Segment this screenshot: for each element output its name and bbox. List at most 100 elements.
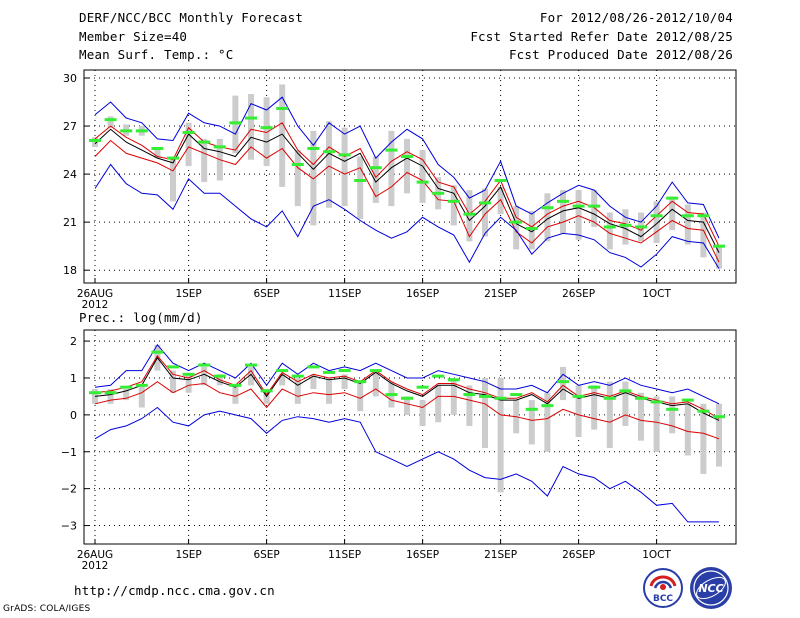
median-marker xyxy=(307,365,320,369)
y-tick-label: 1 xyxy=(70,372,77,385)
median-marker xyxy=(167,365,179,369)
x-tick-label: 1SEP xyxy=(175,549,201,561)
median-marker xyxy=(229,121,242,125)
median-marker xyxy=(135,129,148,133)
spread-box xyxy=(248,366,254,386)
x-tick-label: 11SEP xyxy=(328,288,361,300)
spread-box xyxy=(154,148,161,159)
spread-box xyxy=(591,190,598,227)
median-marker xyxy=(635,225,647,229)
median-marker xyxy=(572,204,585,208)
spread-box xyxy=(232,95,239,154)
spread-box xyxy=(92,137,98,147)
median-marker xyxy=(697,214,710,218)
y-tick-label: 21 xyxy=(63,216,77,229)
median-marker xyxy=(104,118,117,122)
median-marker xyxy=(713,415,725,419)
spread-box xyxy=(357,156,364,219)
bcc-logo: BCC xyxy=(643,568,683,608)
median-marker xyxy=(198,140,211,144)
median-marker xyxy=(276,369,289,373)
spread-box xyxy=(170,159,176,202)
spread-box xyxy=(372,156,379,203)
median-marker xyxy=(401,154,413,158)
spread-box xyxy=(357,381,364,412)
spread-box xyxy=(185,122,192,167)
median-marker xyxy=(260,126,273,130)
spread-box xyxy=(107,116,114,128)
series-line-lower xyxy=(94,381,720,440)
spread-box xyxy=(684,204,691,245)
median-marker xyxy=(401,396,413,400)
y-tick-label: 24 xyxy=(63,168,77,181)
spread-box xyxy=(482,377,488,449)
temperature-title: Mean Surf. Temp.: °C xyxy=(79,47,234,62)
median-marker xyxy=(510,220,523,224)
median-marker xyxy=(151,350,164,354)
median-marker xyxy=(557,380,569,384)
source-url[interactable]: http://cmdp.ncc.cma.gov.cn xyxy=(74,583,275,598)
median-marker xyxy=(198,363,211,367)
spread-box xyxy=(528,400,535,445)
median-marker xyxy=(229,383,242,387)
median-marker xyxy=(463,393,476,397)
spread-box xyxy=(341,374,348,390)
median-marker xyxy=(276,106,289,110)
y-tick-label: −3 xyxy=(61,520,77,533)
median-marker xyxy=(713,244,725,248)
median-marker xyxy=(385,148,398,152)
median-marker xyxy=(120,385,133,389)
x-tick-label: 21SEP xyxy=(484,549,517,561)
median-marker xyxy=(369,166,382,170)
median-marker xyxy=(619,223,632,227)
median-marker xyxy=(291,162,304,166)
spread-box xyxy=(700,403,707,474)
spread-box xyxy=(716,244,722,269)
forecast-period: For 2012/08/26-2012/10/04 xyxy=(539,10,733,25)
median-marker xyxy=(479,394,491,398)
spread-box xyxy=(326,121,332,208)
spread-box xyxy=(466,385,473,426)
spread-box xyxy=(560,190,566,234)
x-tick-label: 26SEP xyxy=(562,288,595,300)
series-line-upper xyxy=(94,354,720,420)
spread-box xyxy=(310,130,317,226)
series-line-min xyxy=(94,163,720,269)
median-marker xyxy=(603,396,616,400)
spread-box xyxy=(513,206,520,250)
spread-box xyxy=(622,381,629,426)
spread-box xyxy=(450,185,457,226)
x-tick-label: 21SEP xyxy=(484,288,517,300)
spread-box xyxy=(123,389,130,401)
spread-box xyxy=(201,366,208,386)
spread-box xyxy=(310,374,317,390)
median-marker xyxy=(447,199,460,203)
spread-box xyxy=(544,392,551,452)
spread-box xyxy=(560,366,566,401)
median-marker xyxy=(510,393,523,397)
median-marker xyxy=(354,380,367,384)
x-tick-label: 26AUG xyxy=(77,288,113,300)
x-tick-label: 6SEP xyxy=(253,288,279,300)
median-marker xyxy=(338,153,351,157)
median-marker xyxy=(541,404,554,408)
member-size: Member Size=40 xyxy=(79,29,188,44)
x-tick-label: 11SEP xyxy=(328,549,361,561)
median-marker xyxy=(666,407,679,411)
median-marker xyxy=(463,212,476,216)
median-marker xyxy=(479,201,491,205)
spread-box xyxy=(716,403,722,467)
x-tick-label: 26AUG xyxy=(77,549,113,561)
median-marker xyxy=(416,180,429,184)
median-marker xyxy=(120,129,133,133)
spread-box xyxy=(528,210,535,250)
spread-box xyxy=(606,381,613,449)
series-line-upper xyxy=(94,122,720,247)
median-marker xyxy=(541,206,554,210)
x-tick-label: 1OCT xyxy=(642,288,671,300)
median-marker xyxy=(182,372,195,376)
spread-box xyxy=(388,130,395,207)
median-marker xyxy=(385,393,398,397)
series-line-min xyxy=(94,406,719,523)
grads-credit: GrADS: COLA/IGES xyxy=(3,604,91,614)
